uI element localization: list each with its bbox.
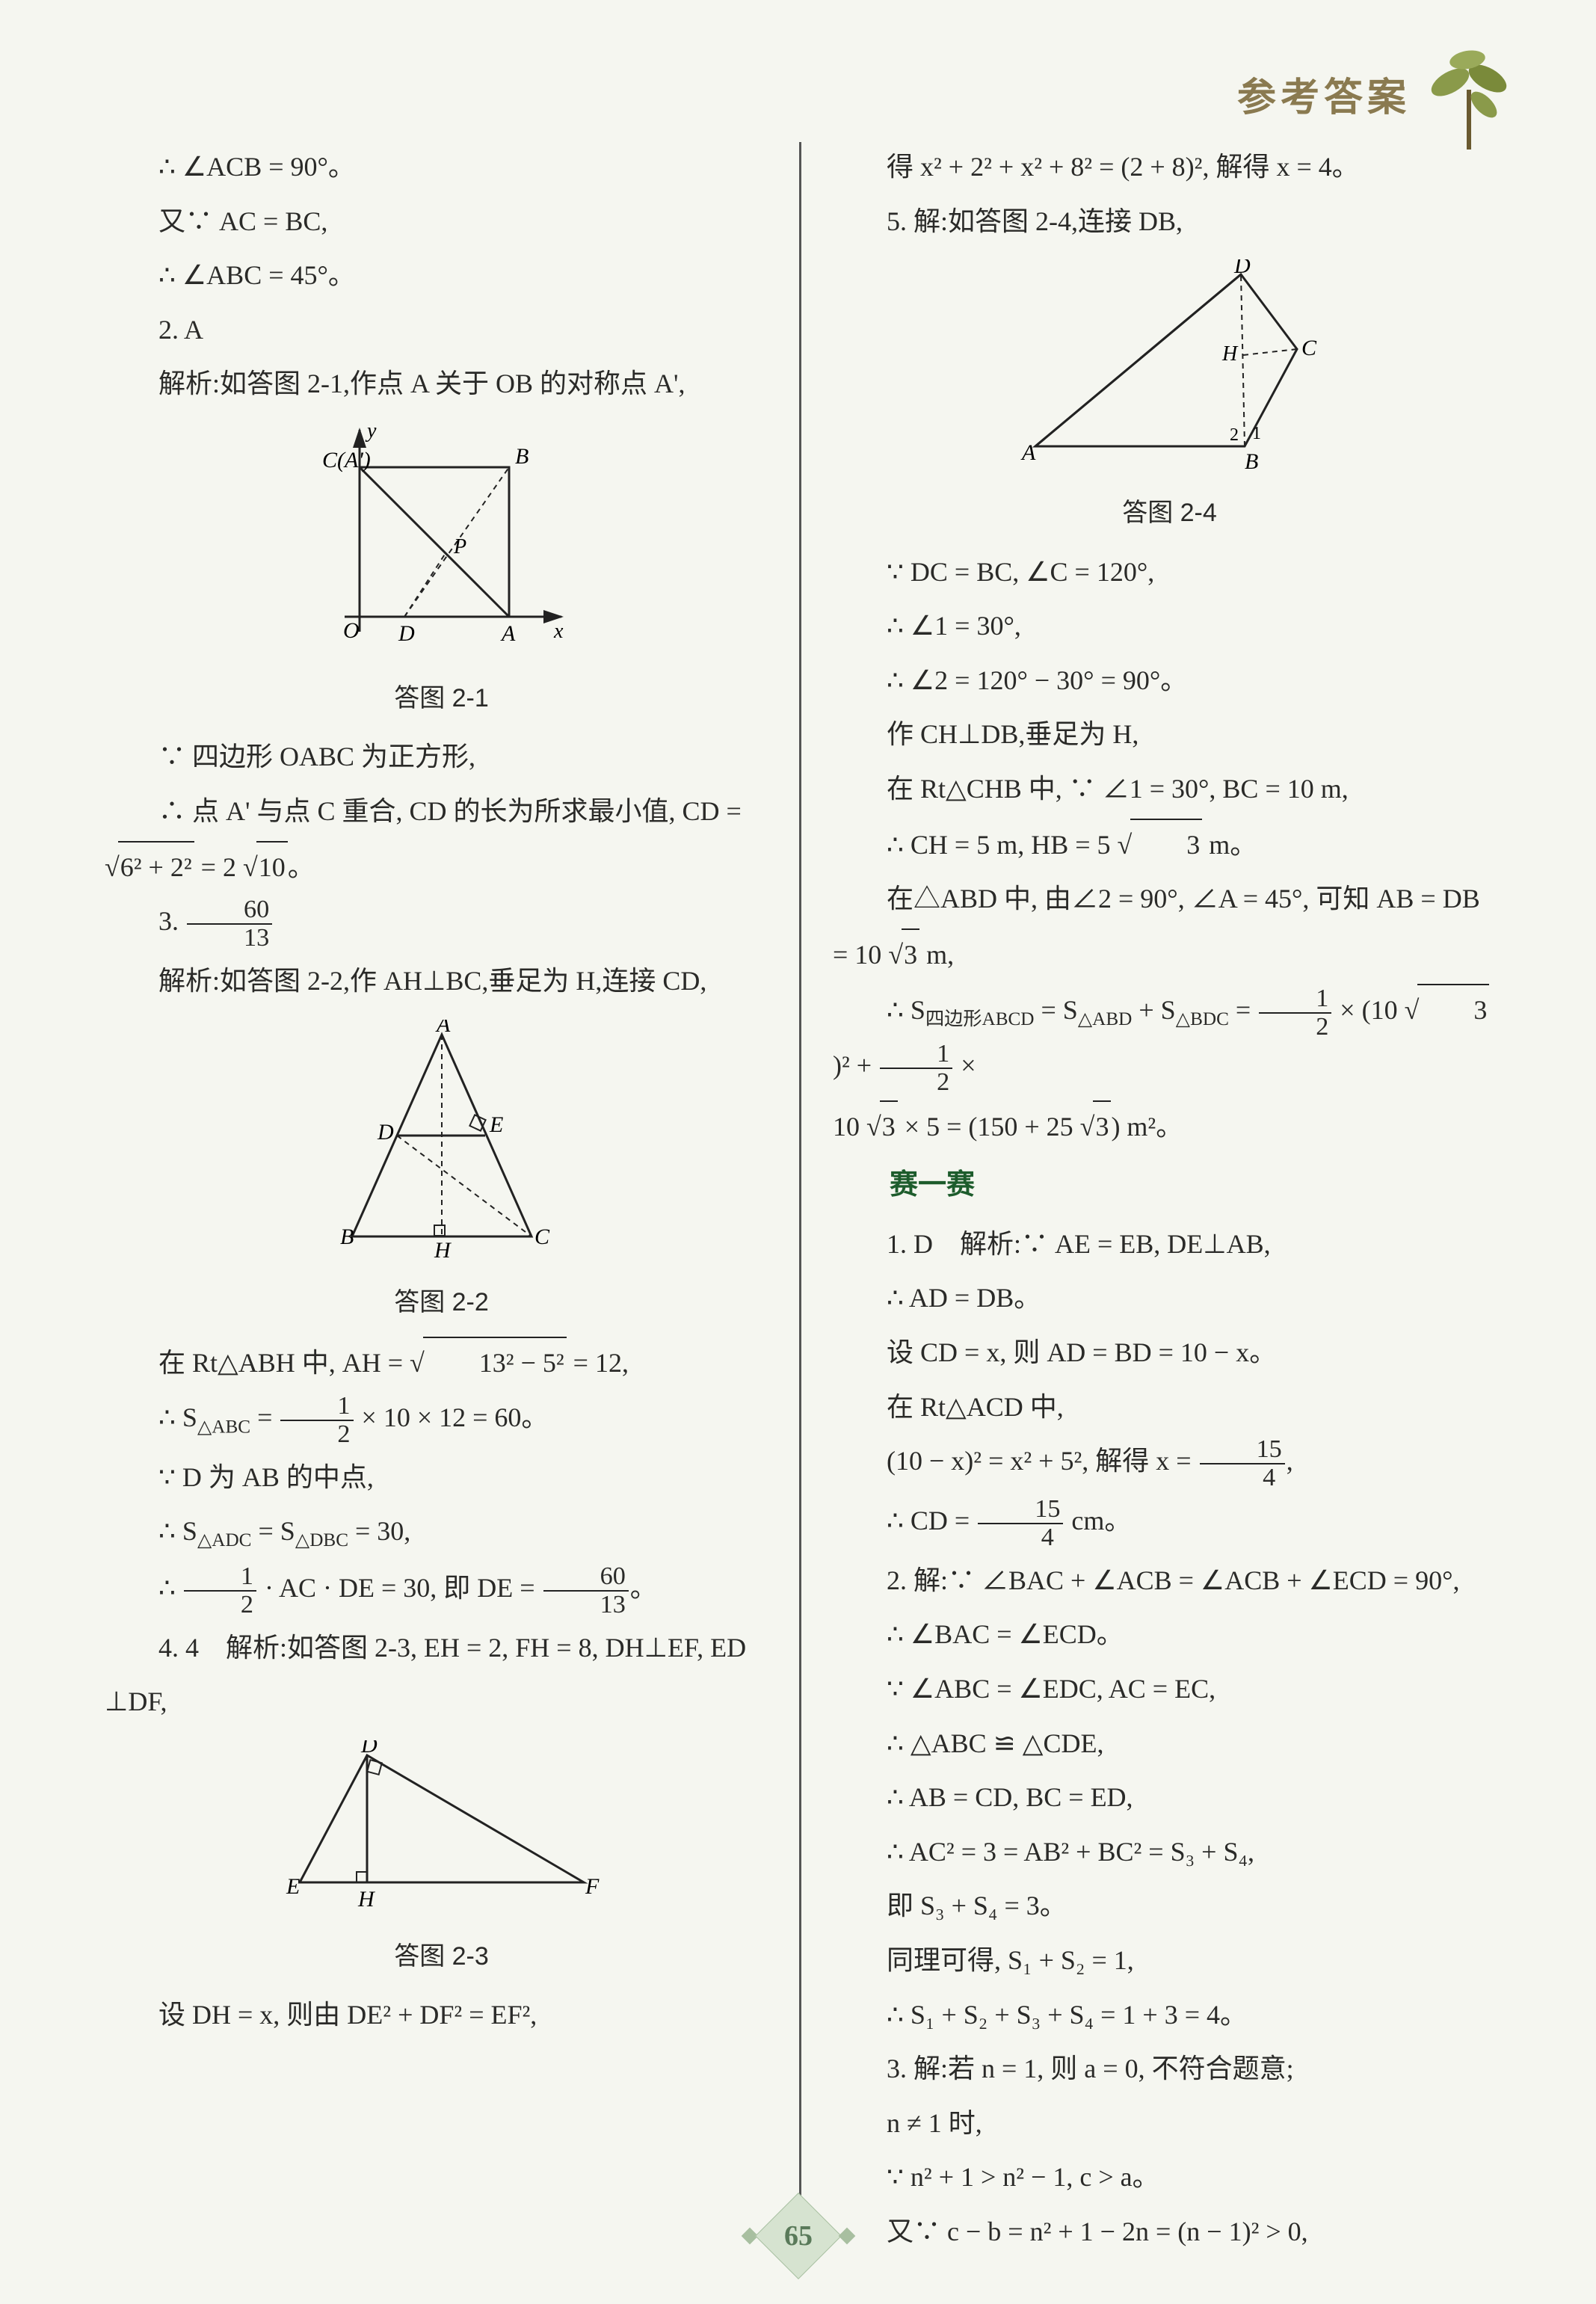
svg-text:P: P: [453, 535, 466, 558]
text-line: 在 Rt△ABH 中, AH = 13² − 5² = 12,: [105, 1337, 778, 1388]
text-line: ∴ ∠ABC = 45°。: [105, 250, 778, 301]
left-column: ∴ ∠ACB = 90°。 又∵ AC = BC, ∴ ∠ABC = 45°。 …: [105, 142, 778, 2261]
svg-text:A: A: [500, 621, 516, 646]
text-line: 5. 解:如答图 2-4,连接 DB,: [833, 197, 1506, 247]
svg-text:A: A: [435, 1020, 451, 1037]
svg-text:O: O: [343, 618, 360, 643]
svg-text:D: D: [1233, 259, 1251, 278]
figure-caption: 答图 2-2: [105, 1279, 778, 1326]
svg-text:H: H: [357, 1887, 376, 1912]
diamond-icon: [838, 2228, 855, 2245]
svg-text:B: B: [1245, 449, 1258, 469]
text-line: 同理可得, S₁ + S₂ = 1,: [833, 1935, 1506, 1986]
text-line: ∵ n² + 1 > n² − 1, c > a。: [833, 2152, 1506, 2202]
text-line: (10 − x)² = x² + 5², 解得 x = 154,: [833, 1436, 1506, 1491]
page-number: 65: [744, 2205, 853, 2267]
text-line: 设 DH = x, 则由 DE² + DF² = EF²,: [105, 1990, 778, 2040]
text-line: 3. 6013: [105, 896, 778, 952]
figure-caption: 答图 2-1: [105, 675, 778, 722]
text-line: ∴ 12 · AC · DE = 30, 即 DE = 6013。: [105, 1563, 778, 1618]
figure-caption: 答图 2-3: [105, 1933, 778, 1980]
text-line: 又∵ c − b = n² + 1 − 2n = (n − 1)² > 0,: [833, 2207, 1506, 2257]
text-line: 作 CH⊥DB,垂足为 H,: [833, 709, 1506, 760]
plant-icon: [1424, 37, 1514, 150]
text-line: 即 S₃ + S₄ = 3。: [833, 1881, 1506, 1931]
text-line: = 10 3 m,: [833, 928, 1506, 980]
figure-2-2: A B C D E H: [105, 1020, 778, 1275]
text-line: 在 Rt△CHB 中, ∵ ∠1 = 30°, BC = 10 m,: [833, 764, 1506, 814]
text-line: 解析:如答图 2-2,作 AH⊥BC,垂足为 H,连接 CD,: [105, 956, 778, 1006]
svg-text:C(A'): C(A'): [322, 448, 371, 472]
text-line: ∴ △ABC ≌ △CDE,: [833, 1719, 1506, 1769]
svg-text:B: B: [515, 444, 529, 469]
svg-text:y: y: [365, 422, 377, 443]
svg-text:1: 1: [1252, 424, 1261, 443]
svg-text:C: C: [534, 1225, 550, 1249]
figure-caption: 答图 2-4: [833, 490, 1506, 537]
section-title: 赛一赛: [833, 1159, 1506, 1211]
text-line: ∵ DC = BC, ∠C = 120°,: [833, 547, 1506, 597]
content-columns: ∴ ∠ACB = 90°。 又∵ AC = BC, ∴ ∠ABC = 45°。 …: [105, 142, 1506, 2261]
text-line: n ≠ 1 时,: [833, 2098, 1506, 2149]
svg-text:H: H: [434, 1238, 452, 1259]
figure-2-1: C(A') B O D A P x y: [105, 422, 778, 671]
text-line: ∴ ∠ACB = 90°。: [105, 142, 778, 192]
svg-text:E: E: [286, 1874, 300, 1899]
text-line: ⊥DF,: [105, 1677, 778, 1727]
text-line: ∴ AD = DB。: [833, 1273, 1506, 1323]
svg-text:D: D: [398, 621, 415, 646]
text-line: ∴ S₁ + S₂ + S₃ + S₄ = 1 + 3 = 4。: [833, 1990, 1506, 2040]
svg-text:D: D: [377, 1120, 394, 1145]
page-number-badge: 65: [755, 2193, 842, 2279]
text-line: 在 Rt△ACD 中,: [833, 1382, 1506, 1432]
text-line: ∴ CH = 5 m, HB = 5 3 m。: [833, 819, 1506, 870]
figure-2-3: D E F H: [105, 1740, 778, 1929]
text-line: ∴ S△ADC = S△DBC = 30,: [105, 1506, 778, 1559]
text-line: 1. D 解析:∵ AE = EB, DE⊥AB,: [833, 1219, 1506, 1269]
text-line: ∵ D 为 AB 的中点,: [105, 1453, 778, 1503]
text-line: ∴ AC² = 3 = AB² + BC² = S₃ + S₄,: [833, 1827, 1506, 1877]
svg-text:2: 2: [1230, 425, 1239, 445]
text-line: ∴ ∠BAC = ∠ECD。: [833, 1610, 1506, 1660]
text-line: ∵ ∠ABC = ∠EDC, AC = EC,: [833, 1664, 1506, 1714]
svg-text:A: A: [1020, 440, 1036, 465]
text-line: 在△ABD 中, 由∠2 = 90°, ∠A = 45°, 可知 AB = DB: [833, 874, 1506, 924]
page: 参考答案 ∴ ∠ACB = 90°。 又∵ AC = BC, ∴ ∠ABC = …: [0, 0, 1596, 2304]
text-line: ∴ S四边形ABCD = S△ABD + S△BDC = 12 × (10 3)…: [833, 984, 1506, 1095]
svg-text:C: C: [1301, 336, 1317, 360]
page-header: 参考答案: [1237, 37, 1514, 150]
figure-2-4: D C B A H 1 2: [833, 259, 1506, 485]
svg-text:E: E: [489, 1112, 503, 1137]
text-line: 2. 解:∵ ∠BAC + ∠ACB = ∠ACB + ∠ECD = 90°,: [833, 1556, 1506, 1606]
text-line: ∴ ∠2 = 120° − 30° = 90°。: [833, 656, 1506, 706]
svg-text:x: x: [553, 620, 564, 643]
text-line: ∴ CD = 154 cm。: [833, 1496, 1506, 1551]
text-line: ∴ S△ABC = 12 × 10 × 12 = 60。: [105, 1393, 778, 1448]
text-line: ∴ AB = CD, BC = ED,: [833, 1772, 1506, 1823]
right-column: 得 x² + 2² + x² + 8² = (2 + 8)², 解得 x = 4…: [799, 142, 1506, 2261]
svg-text:H: H: [1221, 342, 1239, 366]
text-line: ∴ ∠1 = 30°,: [833, 601, 1506, 651]
svg-text:D: D: [360, 1740, 378, 1758]
header-title: 参考答案: [1237, 66, 1411, 122]
svg-text:B: B: [340, 1225, 354, 1249]
text-line: ∵ 四边形 OABC 为正方形,: [105, 732, 778, 782]
text-line: 3. 解:若 n = 1, 则 a = 0, 不符合题意;: [833, 2044, 1506, 2094]
text-line: 解析:如答图 2-1,作点 A 关于 OB 的对称点 A',: [105, 359, 778, 409]
text-line: 设 CD = x, 则 AD = BD = 10 − x。: [833, 1328, 1506, 1378]
text-line: 10 3 × 5 = (150 + 25 3) m²。: [833, 1100, 1506, 1152]
text-line: 2. A: [105, 305, 778, 355]
text-line: 又∵ AC = BC,: [105, 197, 778, 247]
text-line: 6² + 2² = 2 10。: [105, 841, 778, 893]
svg-text:F: F: [585, 1874, 600, 1899]
text-line: ∴ 点 A' 与点 C 重合, CD 的长为所求最小值, CD =: [105, 786, 778, 837]
text-line: 4. 4 解析:如答图 2-3, EH = 2, FH = 8, DH⊥EF, …: [105, 1623, 778, 1673]
